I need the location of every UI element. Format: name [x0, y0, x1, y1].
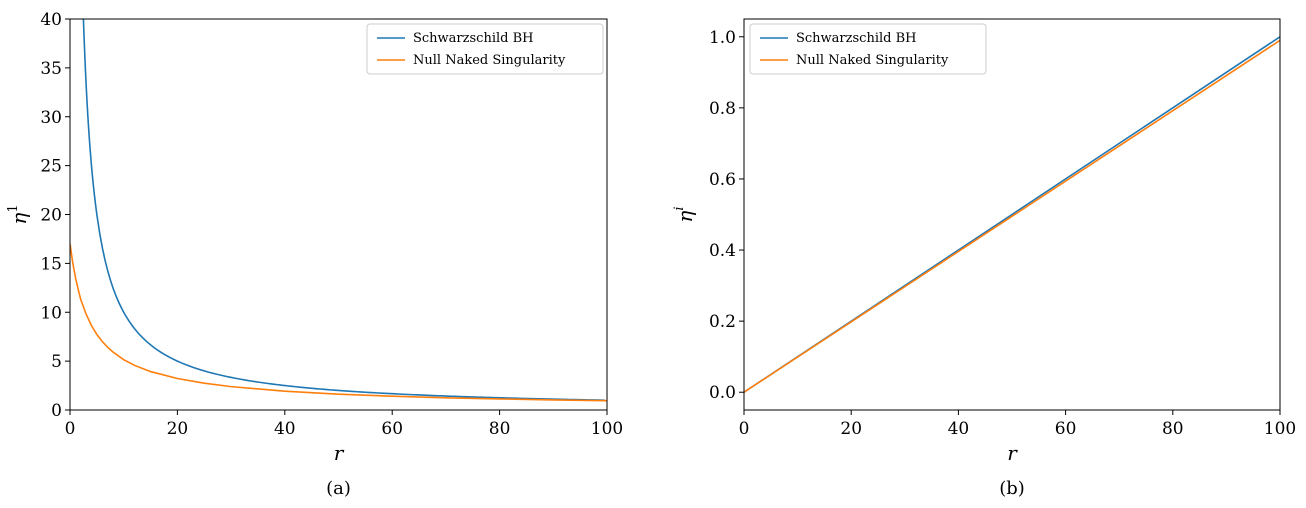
plot-frame-a — [69, 18, 608, 411]
legend-entry-label: Null Naked Singularity — [796, 53, 949, 68]
y-axis-label-a: η1 — [6, 204, 31, 224]
series-line-a-1 — [82, 19, 605, 401]
x-axis-a: 0 20 40 60 80 100 — [65, 410, 623, 439]
x-tick-label: 100 — [591, 419, 623, 439]
x-tick-label: 20 — [840, 419, 862, 439]
series-group-b — [744, 36, 1280, 393]
x-tick-label: 0 — [739, 419, 750, 439]
y-axis-b: 0.0 0.2 0.4 0.6 0.8 1.0 — [709, 28, 744, 403]
caption-a: (a) — [326, 478, 351, 499]
y-tick-label: 15 — [40, 254, 62, 274]
y-tick-label: 30 — [40, 108, 62, 128]
y-tick-label: 0.4 — [709, 241, 736, 261]
y-tick-label: 0.2 — [709, 312, 736, 332]
chart-panel-a: 0 20 40 60 80 100 0 5 10 15 20 25 30 35 40 r η1 Schwa… — [6, 10, 623, 499]
x-tick-label: 0 — [65, 419, 76, 439]
x-tick-label: 20 — [167, 419, 189, 439]
y-tick-label: 10 — [40, 303, 62, 323]
x-axis-b: 0 20 40 60 80 100 — [739, 410, 1296, 439]
x-tick-label: 40 — [274, 419, 296, 439]
x-axis-label-b: r — [1007, 441, 1018, 465]
y-axis-label-b-base: η — [673, 211, 697, 223]
y-tick-label: 0 — [51, 401, 62, 421]
y-tick-label: 0.6 — [709, 170, 736, 190]
y-tick-label: 0.0 — [709, 383, 736, 403]
y-axis-label-b: ηi — [672, 206, 697, 222]
legend-box — [749, 23, 987, 75]
x-axis-label-a: r — [334, 441, 345, 465]
y-axis-a: 0 5 10 15 20 25 30 35 40 — [40, 10, 70, 421]
x-tick-label: 80 — [1162, 419, 1184, 439]
y-axis-label-a-sup: 1 — [6, 204, 21, 212]
legend-entry-label: Schwarzschild BH — [413, 31, 534, 46]
legend-a: Schwarzschild BH Null Naked Singularity — [366, 23, 604, 75]
legend-entry-label: Schwarzschild BH — [796, 31, 917, 46]
y-axis-label-b-sup: i — [672, 206, 687, 210]
y-tick-label: 25 — [40, 157, 62, 177]
x-tick-label: 60 — [1055, 419, 1077, 439]
series-line-b-2 — [744, 39, 1280, 393]
legend-b: Schwarzschild BH Null Naked Singularity — [749, 23, 987, 75]
legend-box — [366, 23, 604, 75]
y-tick-label: 0.8 — [709, 99, 736, 119]
chart-panel-b: 0 20 40 60 80 100 0.0 0.2 0.4 0.6 0.8 1.0 r ηi Sch… — [672, 18, 1296, 499]
series-line-a-2 — [70, 243, 607, 402]
y-tick-label: 35 — [40, 59, 62, 79]
series-group-a — [70, 19, 607, 402]
x-tick-label: 80 — [489, 419, 511, 439]
plot-frame-b — [743, 18, 1281, 411]
y-tick-label: 5 — [51, 352, 62, 372]
y-tick-label: 40 — [40, 10, 62, 30]
y-axis-label-a-base: η — [7, 213, 31, 225]
legend-entry-label: Null Naked Singularity — [413, 53, 566, 68]
y-tick-label: 1.0 — [709, 28, 736, 48]
caption-b: (b) — [999, 478, 1025, 499]
x-tick-label: 100 — [1264, 419, 1296, 439]
x-tick-label: 60 — [381, 419, 403, 439]
x-tick-label: 40 — [948, 419, 970, 439]
y-tick-label: 20 — [40, 206, 62, 226]
